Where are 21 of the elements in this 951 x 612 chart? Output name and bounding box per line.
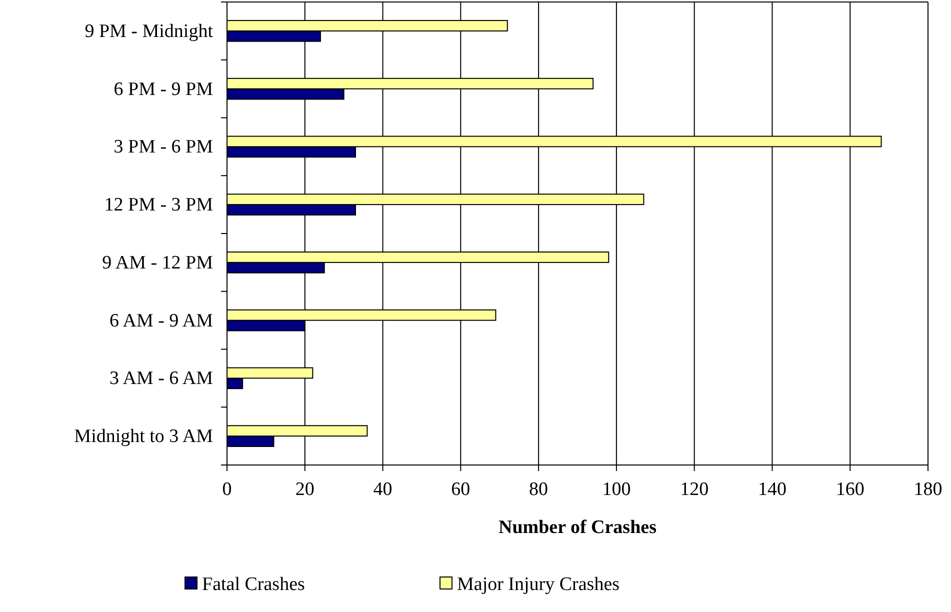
y-tick-label: 3 AM - 6 AM: [110, 368, 214, 390]
x-axis-title: Number of Crashes: [498, 517, 656, 538]
x-tick-label: 20: [295, 479, 314, 500]
x-tick-label: 180: [914, 479, 942, 500]
y-tick-label: 6 AM - 9 AM: [110, 310, 214, 332]
x-tick-label: 60: [451, 479, 470, 500]
x-tick-label: 100: [602, 479, 631, 500]
legend-label: Major Injury Crashes: [457, 574, 620, 595]
y-tick-label: 9 PM - Midnight: [84, 20, 214, 42]
x-tick-label: 140: [758, 479, 786, 500]
y-tick-label: 9 AM - 12 PM: [102, 252, 214, 274]
y-tick-label: Midnight to 3 AM: [74, 426, 214, 448]
y-tick-label: 6 PM - 9 PM: [114, 78, 214, 100]
x-tick-label: 0: [222, 479, 232, 500]
y-tick-label: 12 PM - 3 PM: [104, 194, 214, 216]
y-tick-label: 3 PM - 6 PM: [114, 136, 214, 158]
x-tick-label: 40: [373, 479, 392, 500]
x-tick-label: 120: [680, 479, 709, 500]
x-tick-label: 160: [836, 479, 864, 500]
legend-label: Fatal Crashes: [202, 574, 305, 595]
x-tick-label: 80: [529, 479, 548, 500]
